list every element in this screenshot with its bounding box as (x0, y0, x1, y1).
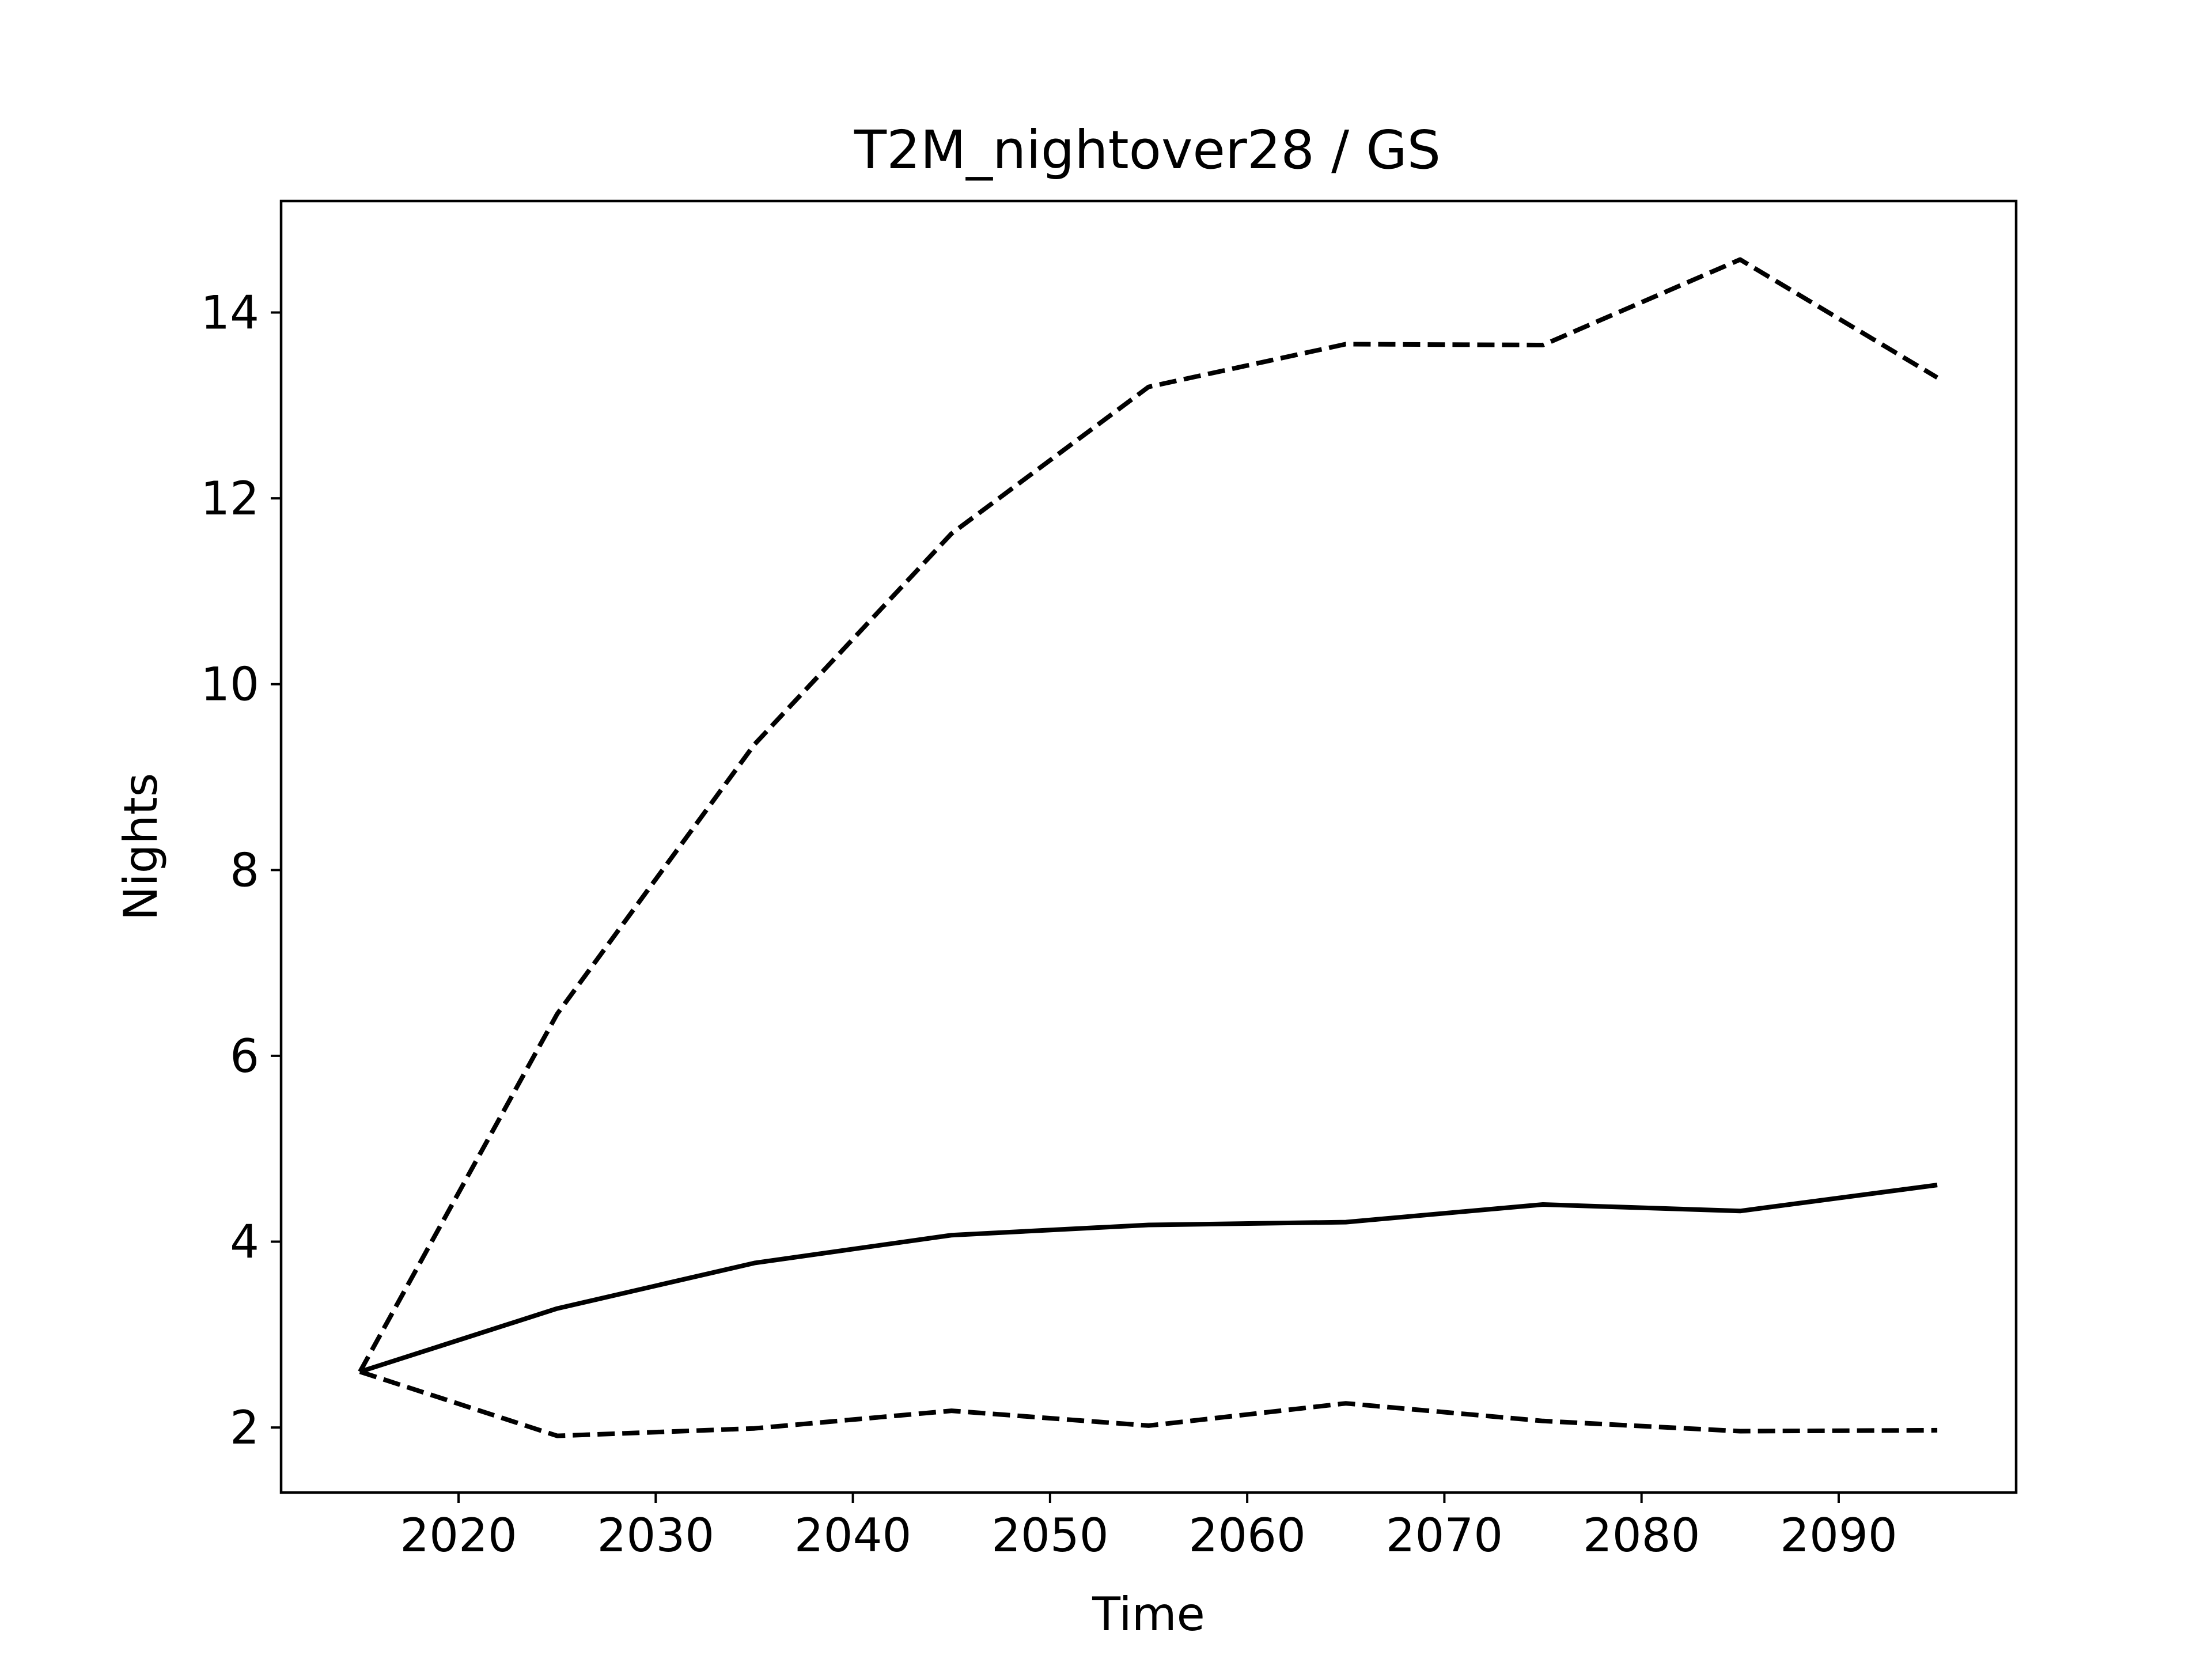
y-tick-label: 12 (200, 472, 259, 525)
x-tick-label: 2080 (1583, 1509, 1700, 1562)
x-tick-label: 2060 (1188, 1509, 1306, 1562)
y-tick-label: 10 (200, 658, 259, 711)
series-line-3-dashed (359, 1369, 1938, 1438)
x-tick-label: 2030 (597, 1509, 715, 1562)
x-axis: 2020 2030 2040 2050 2060 2070 2080 2090 (400, 1493, 1897, 1562)
chart-title: T2M_nightover28 / GS (854, 119, 1441, 181)
x-tick-label: 2020 (400, 1509, 517, 1562)
x-axis-label: Time (1092, 1588, 1205, 1641)
plot-frame (279, 199, 2018, 1494)
series-line-1-solid (359, 1183, 1938, 1374)
y-axis: 2 4 6 8 10 12 14 (200, 286, 281, 1455)
y-tick-label: 8 (230, 843, 259, 897)
series-group (358, 257, 1939, 1438)
y-axis-label: Nights (114, 773, 168, 921)
x-tick-label: 2070 (1386, 1509, 1503, 1562)
y-tick-label: 2 (230, 1401, 259, 1455)
series-line-2-dashed (358, 257, 1939, 1373)
plot-area: 2020 2030 2040 2050 2060 2070 2080 2090 2 4 6 8 10 1… (200, 199, 2018, 1562)
y-tick-label: 14 (200, 286, 259, 340)
x-tick-label: 2090 (1780, 1509, 1897, 1562)
x-tick-label: 2050 (991, 1509, 1109, 1562)
x-tick-label: 2040 (794, 1509, 912, 1562)
y-tick-label: 6 (230, 1029, 259, 1083)
y-tick-label: 4 (230, 1215, 259, 1269)
